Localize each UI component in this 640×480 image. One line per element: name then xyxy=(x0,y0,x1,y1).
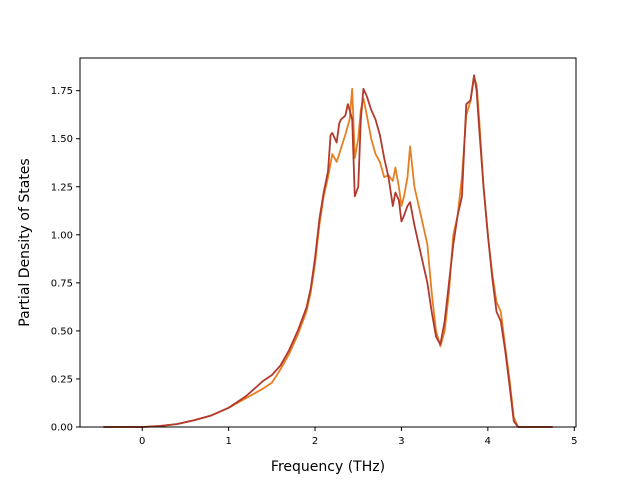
y-tick-label: 1.00 xyxy=(51,230,73,241)
series-line-2 xyxy=(103,74,553,428)
x-tick-label: 1 xyxy=(225,436,231,447)
y-tick-label: 1.25 xyxy=(51,182,73,193)
x-tick-label: 5 xyxy=(571,436,577,447)
x-tick-label: 2 xyxy=(312,436,318,447)
y-axis-title: Partial Density of States xyxy=(17,158,33,326)
x-axis-ticks: 0 1 2 3 4 5 xyxy=(139,427,577,447)
plot-area xyxy=(80,58,576,427)
y-tick-label: 0.00 xyxy=(51,423,73,434)
y-tick-label: 1.75 xyxy=(51,86,73,97)
x-axis-title: Frequency (THz) xyxy=(271,459,385,475)
y-axis-ticks: 0.00 0.25 0.50 0.75 1.00 1.25 1.50 1.75 xyxy=(51,86,80,434)
y-tick-label: 0.25 xyxy=(51,374,73,385)
x-tick-label: 4 xyxy=(485,436,491,447)
y-tick-label: 0.50 xyxy=(51,326,73,337)
series-layer xyxy=(103,74,553,428)
x-tick-label: 3 xyxy=(398,436,404,447)
x-tick-label: 0 xyxy=(139,436,145,447)
y-tick-label: 1.50 xyxy=(51,134,73,145)
plot-frame xyxy=(79,57,577,428)
y-tick-label: 0.75 xyxy=(51,278,73,289)
